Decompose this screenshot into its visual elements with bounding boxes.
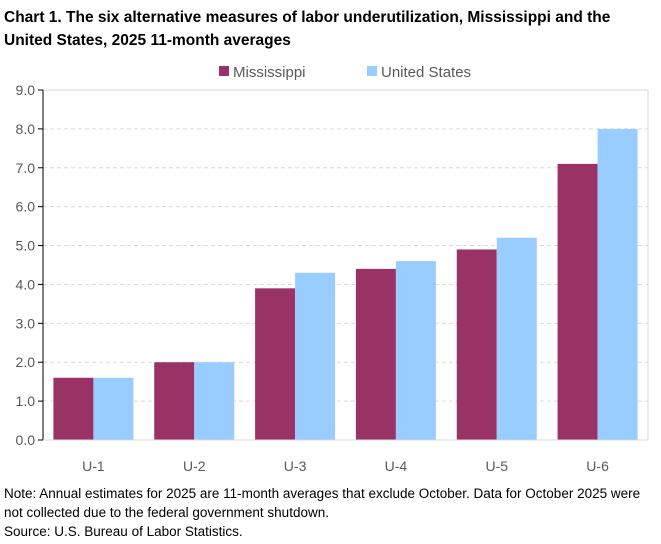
y-tick-label: 0.0 [16,432,36,448]
bar-united-states-u-4 [395,261,436,440]
x-tick-label: U-4 [385,458,408,474]
x-tick-label: U-1 [82,458,105,474]
bar-united-states-u-5 [496,237,537,440]
y-tick-label: 6.0 [16,199,36,215]
bar-mississippi-u-3 [255,288,296,440]
x-tick-label: U-3 [284,458,307,474]
y-tick-label: 9.0 [16,82,36,98]
chart-source: Source: U.S. Bureau of Labor Statistics. [4,524,243,539]
x-tick-label: U-5 [485,458,508,474]
bar-united-states-u-3 [295,272,336,440]
y-tick-label: 4.0 [16,276,36,292]
legend-label: United States [381,64,471,81]
y-tick-label: 8.0 [16,121,36,137]
y-tick-label: 2.0 [16,354,36,370]
plot-border [42,89,649,441]
legend-swatch [219,66,229,76]
legend-swatch [367,66,377,76]
bar-mississippi-u-5 [456,249,497,440]
bar-mississippi-u-4 [355,268,396,440]
bar-united-states-u-1 [93,377,134,440]
y-tick-label: 1.0 [16,393,36,409]
y-tick-label: 7.0 [16,160,36,176]
bar-mississippi-u-2 [154,362,195,440]
bar-united-states-u-2 [194,362,235,440]
chart-note: Note: Annual estimates for 2025 are 11-m… [4,486,641,520]
y-tick-label: 3.0 [16,315,36,331]
bar-mississippi-u-1 [53,377,94,440]
bar-mississippi-u-6 [557,163,598,440]
bar-united-states-u-6 [597,128,638,440]
y-tick-label: 5.0 [16,238,36,254]
x-tick-label: U-2 [183,458,206,474]
chart-title: Chart 1. The six alternative measures of… [4,9,611,49]
legend-label: Mississippi [233,64,306,81]
x-tick-label: U-6 [586,458,609,474]
